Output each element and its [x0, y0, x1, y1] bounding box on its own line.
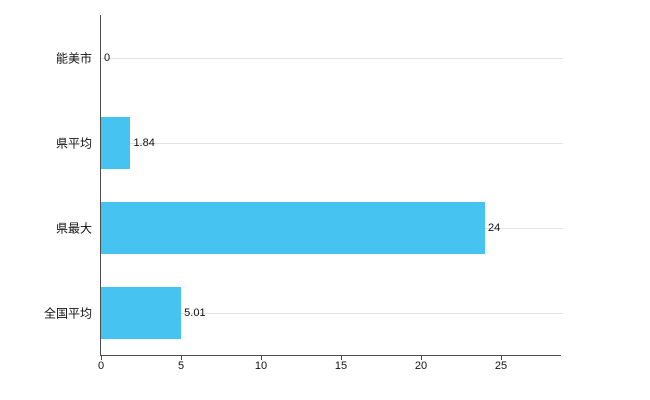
x-axis-tick-label: 0 [97, 360, 105, 372]
category-label: 能美市 [55, 51, 92, 65]
x-axis-tick [261, 355, 262, 360]
value-label: 1.84 [133, 136, 155, 149]
x-axis-tick [181, 355, 182, 360]
plot-area: 能美市 0 県平均 1.84 県最大 24 全国平均 5.01 0 5 10 15 20 25 [44, 15, 563, 372]
x-axis-tick-label: 10 [254, 360, 268, 372]
value-label: 24 [488, 221, 501, 234]
gridline [101, 312, 563, 314]
x-axis-tick [101, 355, 102, 360]
category-label: 県最大 [55, 221, 92, 235]
gridline [101, 57, 563, 59]
category-label: 全国平均 [43, 306, 92, 320]
bar-row: 県最大 24 [56, 185, 563, 270]
x-axis-tick [421, 355, 422, 360]
bar-row: 全国平均 5.01 [44, 270, 563, 355]
value-label: 0 [104, 51, 111, 64]
bar [101, 116, 131, 169]
bar [101, 286, 182, 339]
x-axis-tick-label: 20 [414, 360, 428, 372]
bar-rows: 能美市 0 県平均 1.84 県最大 24 全国平均 5.01 [44, 15, 563, 355]
gridline [101, 142, 563, 144]
category-label: 県平均 [55, 136, 92, 150]
value-label: 5.01 [184, 306, 206, 319]
x-axis-tick-label: 15 [334, 360, 348, 372]
bar-row: 能美市 0 [56, 15, 563, 100]
x-axis-tick-label: 5 [177, 360, 185, 372]
x-axis-tick [501, 355, 502, 360]
x-axis-tick [341, 355, 342, 360]
bar [101, 201, 485, 254]
bar-row: 県平均 1.84 [56, 100, 563, 185]
x-axis-tick-label: 25 [494, 360, 508, 372]
